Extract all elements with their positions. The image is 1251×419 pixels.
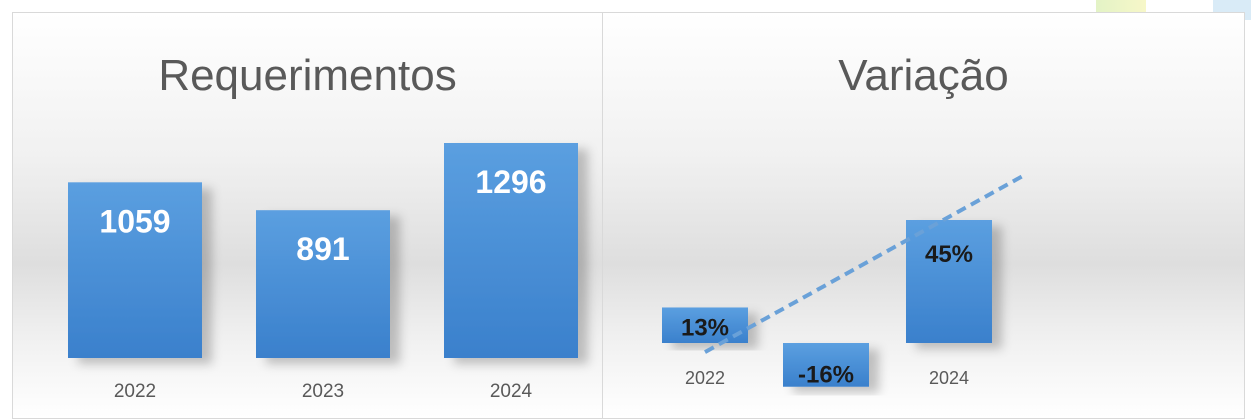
- variacao-bar-2024: [906, 220, 992, 343]
- requerimentos-data-label-2023: 891: [296, 231, 349, 267]
- variacao-tick-label-2022: 2022: [685, 368, 725, 388]
- requerimentos-bar-chart: 1059 2022 891 2023 1296 2024: [68, 143, 578, 402]
- requerimentos-chart-panel: Requerimentos 1059 2022 891 2023 1296 2024: [12, 12, 603, 419]
- requerimentos-chart-title: Requerimentos: [158, 51, 457, 100]
- requerimentos-bar-2024: [444, 143, 578, 358]
- variacao-chart-panel: Variação 13%-16%45%202220242023: [602, 12, 1245, 419]
- variacao-trendline: [704, 174, 1024, 354]
- requerimentos-tick-label-2023: 2023: [302, 381, 344, 402]
- requerimentos-data-label-2022: 1059: [99, 203, 170, 239]
- requerimentos-data-label-2024: 1296: [475, 164, 546, 200]
- requerimentos-bar-2022: [68, 182, 202, 358]
- requerimentos-bar-2023: [256, 210, 390, 358]
- variacao-data-label-2023: -16%: [798, 362, 854, 389]
- variacao-tick-label-2024: 2024: [929, 368, 969, 388]
- variacao-bar-2023: [783, 343, 869, 387]
- requerimentos-tick-label-2024: 2024: [490, 381, 533, 402]
- requerimentos-tick-label-2022: 2022: [114, 381, 156, 402]
- variacao-bar-chart: 13%-16%45%202220242023: [662, 174, 1024, 389]
- variacao-chart-title: Variação: [838, 51, 1009, 100]
- variacao-data-label-2022: 13%: [681, 314, 729, 341]
- variacao-data-label-2024: 45%: [925, 241, 973, 268]
